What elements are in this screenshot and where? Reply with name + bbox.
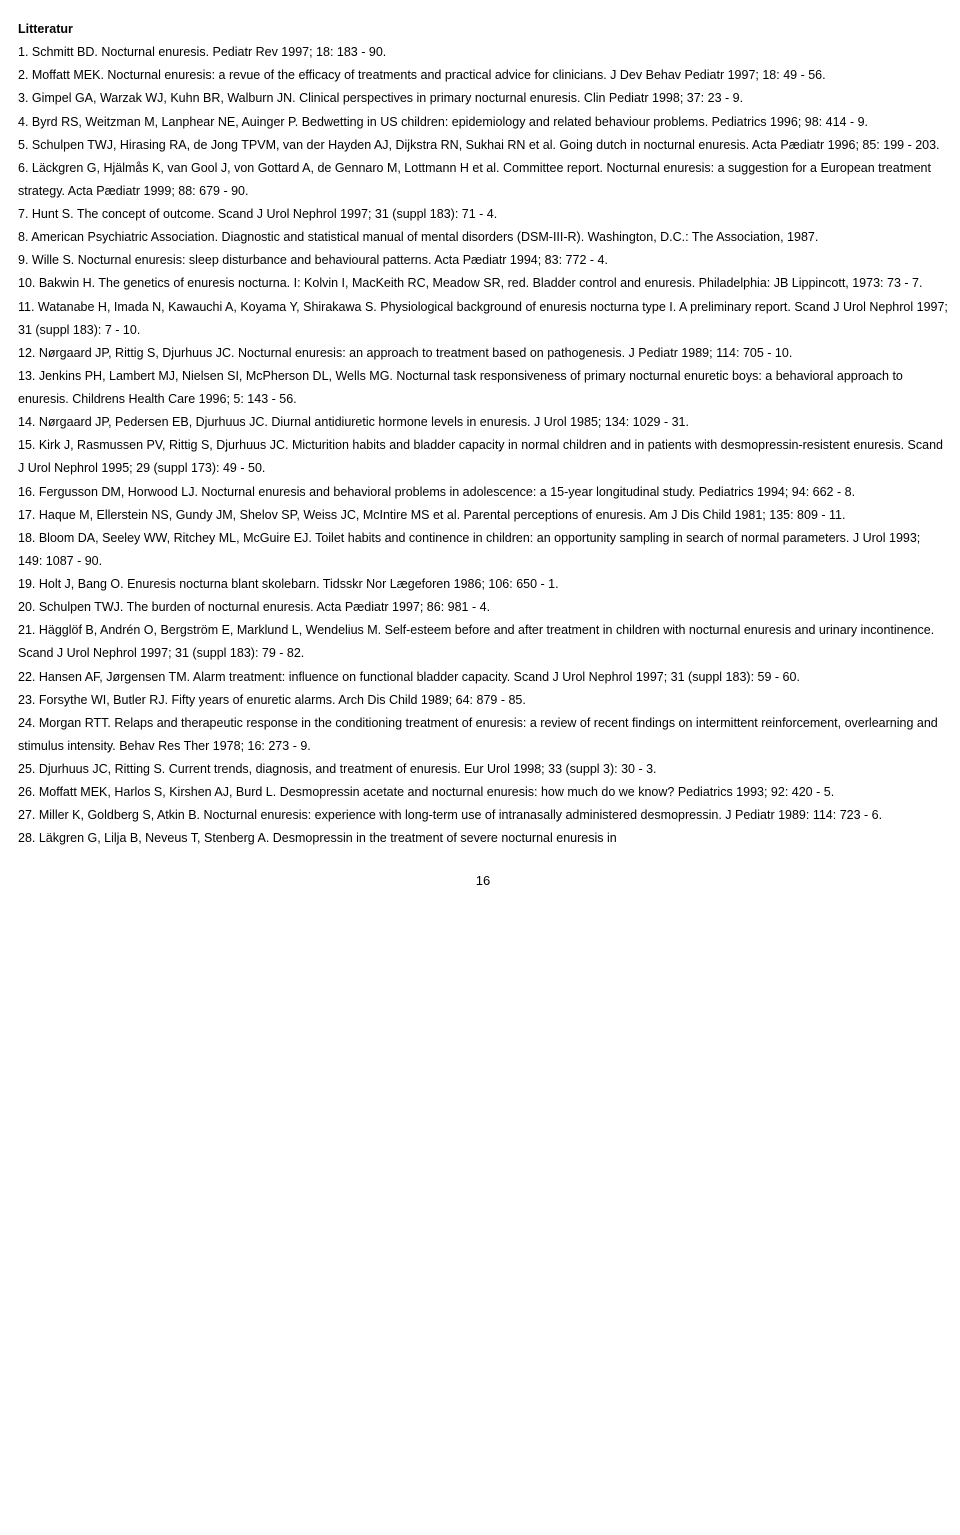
page-number: 16 (18, 869, 948, 893)
reference-item: 16. Fergusson DM, Horwood LJ. Nocturnal … (18, 481, 948, 504)
reference-item: 24. Morgan RTT. Relaps and therapeutic r… (18, 712, 948, 758)
reference-item: 13. Jenkins PH, Lambert MJ, Nielsen SI, … (18, 365, 948, 411)
reference-item: 11. Watanabe H, Imada N, Kawauchi A, Koy… (18, 296, 948, 342)
reference-item: 25. Djurhuus JC, Ritting S. Current tren… (18, 758, 948, 781)
reference-item: 23. Forsythe WI, Butler RJ. Fifty years … (18, 689, 948, 712)
reference-item: 19. Holt J, Bang O. Enuresis nocturna bl… (18, 573, 948, 596)
reference-item: 21. Hägglöf B, Andrén O, Bergström E, Ma… (18, 619, 948, 665)
reference-item: 10. Bakwin H. The genetics of enuresis n… (18, 272, 948, 295)
reference-item: 20. Schulpen TWJ. The burden of nocturna… (18, 596, 948, 619)
reference-item: 14. Nørgaard JP, Pedersen EB, Djurhuus J… (18, 411, 948, 434)
reference-item: 26. Moffatt MEK, Harlos S, Kirshen AJ, B… (18, 781, 948, 804)
reference-item: 7. Hunt S. The concept of outcome. Scand… (18, 203, 948, 226)
reference-item: 6. Läckgren G, Hjälmås K, van Gool J, vo… (18, 157, 948, 203)
reference-item: 3. Gimpel GA, Warzak WJ, Kuhn BR, Walbur… (18, 87, 948, 110)
reference-item: 1. Schmitt BD. Nocturnal enuresis. Pedia… (18, 41, 948, 64)
reference-item: 9. Wille S. Nocturnal enuresis: sleep di… (18, 249, 948, 272)
reference-item: 8. American Psychiatric Association. Dia… (18, 226, 948, 249)
reference-item: 18. Bloom DA, Seeley WW, Ritchey ML, McG… (18, 527, 948, 573)
reference-item: 4. Byrd RS, Weitzman M, Lanphear NE, Aui… (18, 111, 948, 134)
reference-item: 2. Moffatt MEK. Nocturnal enuresis: a re… (18, 64, 948, 87)
reference-item: 5. Schulpen TWJ, Hirasing RA, de Jong TP… (18, 134, 948, 157)
reference-list: 1. Schmitt BD. Nocturnal enuresis. Pedia… (18, 41, 948, 850)
reference-item: 17. Haque M, Ellerstein NS, Gundy JM, Sh… (18, 504, 948, 527)
reference-item: 12. Nørgaard JP, Rittig S, Djurhuus JC. … (18, 342, 948, 365)
reference-item: 28. Läkgren G, Lilja B, Neveus T, Stenbe… (18, 827, 948, 850)
section-title: Litteratur (18, 18, 948, 41)
reference-item: 22. Hansen AF, Jørgensen TM. Alarm treat… (18, 666, 948, 689)
reference-item: 15. Kirk J, Rasmussen PV, Rittig S, Djur… (18, 434, 948, 480)
reference-item: 27. Miller K, Goldberg S, Atkin B. Noctu… (18, 804, 948, 827)
